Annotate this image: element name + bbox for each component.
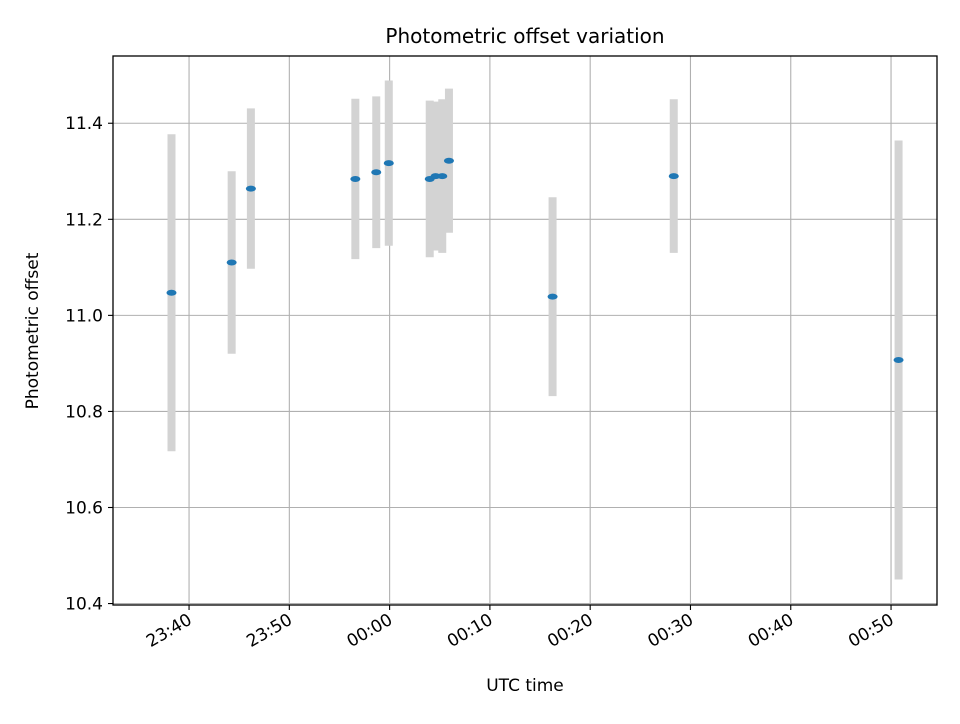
y-tick-label: 10.4 <box>65 595 103 615</box>
data-point <box>350 175 361 182</box>
data-point <box>893 357 904 364</box>
data-point <box>668 173 679 180</box>
grid <box>113 56 937 605</box>
y-tick-label: 10.6 <box>65 498 103 518</box>
data-point <box>547 293 558 300</box>
y-tick-label: 11.4 <box>65 114 103 134</box>
y-tick-label: 11.2 <box>65 210 103 230</box>
data-points <box>166 157 904 364</box>
data-point <box>383 160 394 167</box>
axes-frame <box>112 55 938 606</box>
data-point <box>443 157 454 164</box>
chart-title: Photometric offset variation <box>385 24 664 48</box>
y-tick-label: 10.8 <box>65 402 103 422</box>
data-point <box>371 169 382 176</box>
x-axis-label: UTC time <box>486 676 564 696</box>
data-point <box>437 173 448 180</box>
data-point <box>245 185 256 192</box>
data-point <box>166 289 177 296</box>
data-point <box>226 259 237 266</box>
y-axis-label: Photometric offset <box>23 252 43 409</box>
y-tick-label: 11.0 <box>65 306 103 326</box>
